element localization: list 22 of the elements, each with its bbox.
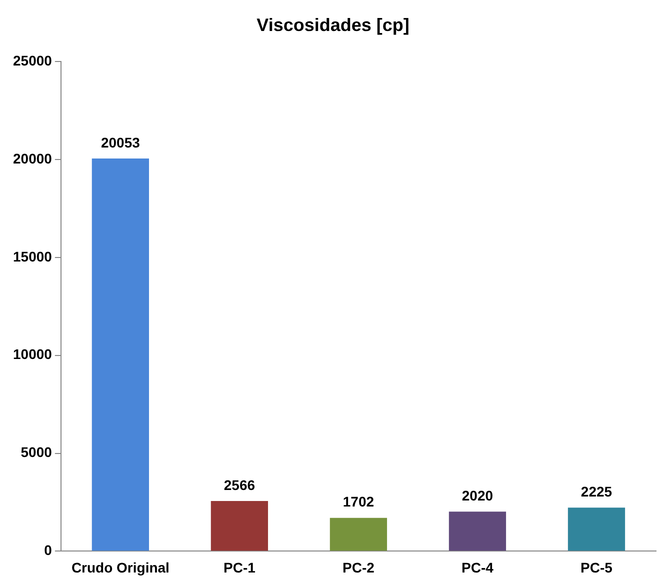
y-tick-label: 5000	[20, 444, 52, 460]
y-tick-label: 15000	[12, 248, 52, 264]
x-tick-label: PC-2	[342, 559, 375, 576]
bar	[448, 512, 506, 551]
y-tick-label: 0	[44, 542, 52, 558]
bar	[92, 158, 149, 551]
data-label: 2566	[224, 476, 256, 493]
x-tick-label: PC-4	[462, 559, 494, 576]
data-label: 20053	[100, 134, 140, 150]
bar	[330, 518, 388, 551]
x-tick-label: Crudo Original	[71, 559, 170, 576]
x-tick-label: PC-1	[224, 559, 256, 576]
y-tick-label: 20000	[12, 150, 52, 166]
bar	[568, 508, 626, 551]
data-label: 2225	[580, 483, 612, 500]
data-label: 1702	[342, 494, 374, 510]
data-label: 2020	[462, 488, 494, 504]
chart-title: Viscosidades [cp]	[256, 14, 410, 35]
bar	[210, 500, 268, 551]
x-tick-label: PC-5	[580, 559, 613, 576]
y-tick-label: 25000	[12, 52, 52, 68]
y-tick-label: 10000	[12, 346, 52, 362]
